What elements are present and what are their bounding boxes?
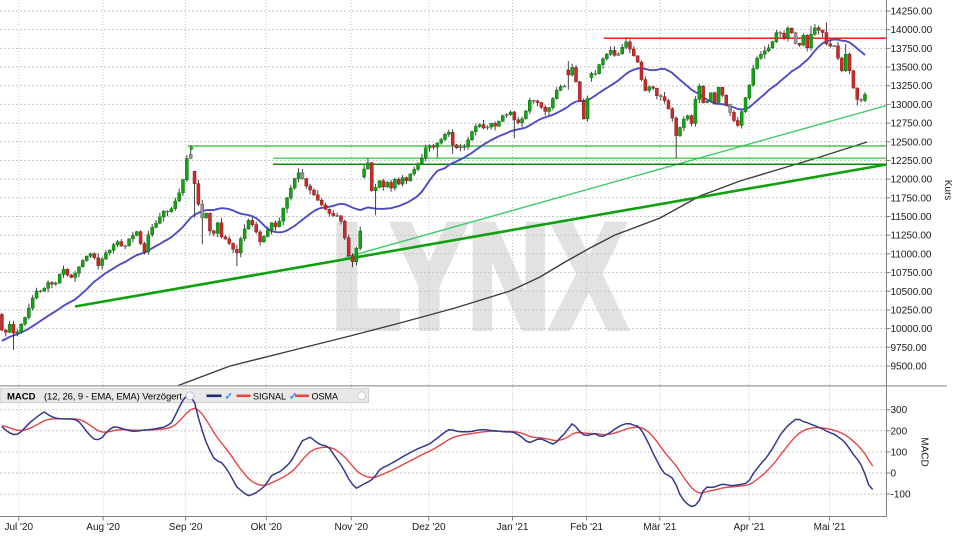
svg-text:11250.00: 11250.00 [891,231,932,242]
svg-text:14250.00: 14250.00 [891,7,933,18]
svg-text:Sep '20: Sep '20 [169,522,203,533]
svg-text:11750.00: 11750.00 [891,193,932,204]
svg-text:12500.00: 12500.00 [891,137,933,148]
svg-text:Okt '20: Okt '20 [251,522,283,533]
svg-text:11000.00: 11000.00 [891,249,932,260]
svg-text:9500.00: 9500.00 [891,362,928,373]
svg-text:11500.00: 11500.00 [891,212,932,223]
svg-text:✓: ✓ [289,391,297,402]
svg-text:300: 300 [891,405,908,416]
svg-text:(12, 26, 9 - EMA, EMA) Verzöge: (12, 26, 9 - EMA, EMA) Verzögert [44,392,182,403]
svg-text:Aug '20: Aug '20 [86,522,120,533]
svg-text:10000.00: 10000.00 [891,324,933,335]
svg-text:12250.00: 12250.00 [891,156,933,167]
svg-text:14000.00: 14000.00 [891,25,933,36]
svg-text:-100: -100 [891,490,911,501]
svg-text:Apr '21: Apr '21 [734,522,766,533]
svg-text:Mai '21: Mai '21 [814,522,846,533]
svg-text:13000.00: 13000.00 [891,100,933,111]
svg-text:SIGNAL: SIGNAL [253,392,286,402]
svg-text:Feb '21: Feb '21 [570,522,603,533]
svg-text:9750.00: 9750.00 [891,343,928,354]
svg-text:OSMA: OSMA [312,392,339,402]
svg-text:✓: ✓ [225,391,233,402]
svg-text:100: 100 [891,447,908,458]
svg-text:10500.00: 10500.00 [891,287,933,298]
svg-text:0: 0 [891,469,897,480]
svg-text:Jul '20: Jul '20 [5,522,34,533]
svg-text:200: 200 [891,426,908,437]
svg-text:12000.00: 12000.00 [891,175,933,186]
svg-text:13750.00: 13750.00 [891,44,933,55]
svg-text:Kurs: Kurs [942,180,953,201]
svg-text:Jan '21: Jan '21 [497,522,529,533]
svg-text:MACD: MACD [7,392,36,403]
svg-text:Mär '21: Mär '21 [643,522,676,533]
svg-text:Nov '20: Nov '20 [335,522,369,533]
svg-text:10750.00: 10750.00 [891,268,933,279]
svg-text:MACD: MACD [919,437,930,466]
svg-text:13500.00: 13500.00 [891,63,933,74]
svg-text:Dez '20: Dez '20 [412,522,446,533]
svg-text:10250.00: 10250.00 [891,305,933,316]
svg-text:13250.00: 13250.00 [891,81,933,92]
svg-text:12750.00: 12750.00 [891,119,933,130]
